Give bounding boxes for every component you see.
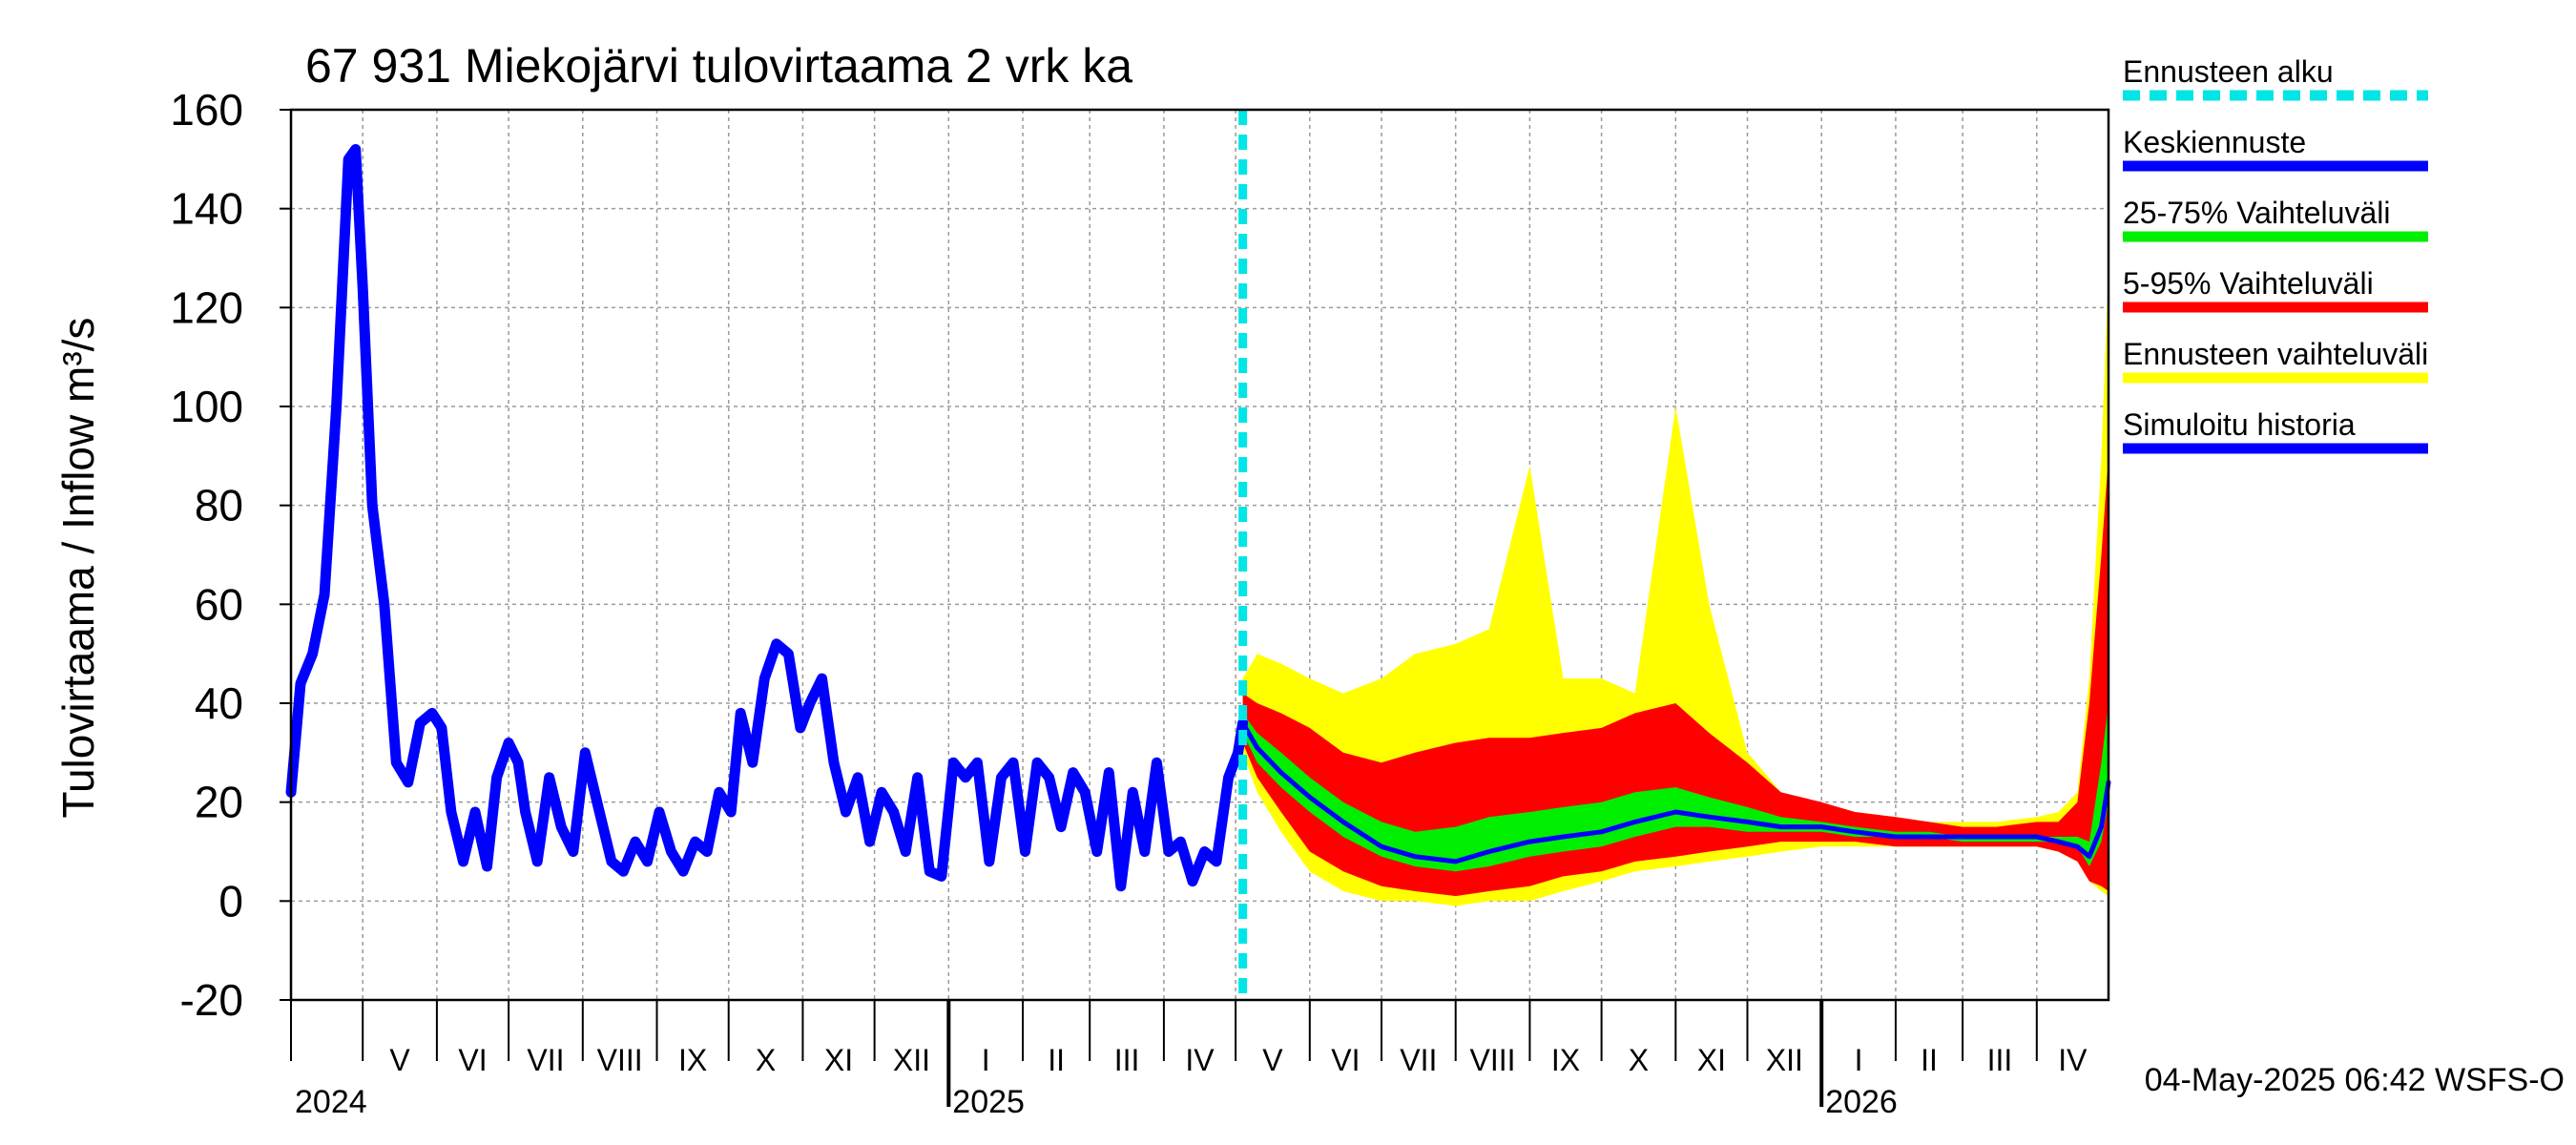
y-tick-label: 100 xyxy=(170,382,243,431)
series-line-history xyxy=(285,144,1249,892)
series-line-median xyxy=(1240,720,2111,864)
month-label: IX xyxy=(678,1043,707,1077)
plot-frame xyxy=(289,108,2110,1002)
legend-label: Ennusteen vaihteluväli xyxy=(2123,337,2428,371)
month-label: XI xyxy=(824,1043,853,1077)
month-label: V xyxy=(1262,1043,1283,1077)
month-label: V xyxy=(389,1043,410,1077)
legend-label: Simuloitu historia xyxy=(2123,407,2356,442)
month-label: VII xyxy=(527,1043,564,1077)
chart-title: 67 931 Miekojärvi tulovirtaama 2 vrk ka xyxy=(305,39,1132,93)
legend-label: 25-75% Vaihteluväli xyxy=(2123,196,2390,230)
y-axis: -20 0 20 40 60 80 100 120 140 160 xyxy=(170,85,291,1025)
month-label: X xyxy=(756,1043,776,1077)
timestamp-label: 04-May-2025 06:42 WSFS-O xyxy=(2145,1062,2565,1098)
y-tick-label: 40 xyxy=(195,678,243,728)
forecast-bands xyxy=(1242,267,2109,906)
band-25-75 xyxy=(1242,703,2109,872)
month-label: IX xyxy=(1551,1043,1580,1077)
y-tick-label: -20 xyxy=(180,975,243,1025)
y-tick-label: 140 xyxy=(170,184,243,234)
legend: Ennusteen alku Keskiennuste 25-75% Vaihtel… xyxy=(2123,54,2428,454)
month-label: II xyxy=(1921,1043,1938,1077)
month-label: II xyxy=(1048,1043,1065,1077)
month-label: XII xyxy=(893,1043,930,1077)
y-tick-label: 60 xyxy=(195,579,243,629)
band-5-95 xyxy=(1242,455,2109,897)
legend-label: Keskiennuste xyxy=(2123,125,2306,159)
y-tick-label: 80 xyxy=(195,481,243,531)
month-label: I xyxy=(982,1043,990,1077)
month-label: IV xyxy=(1185,1043,1215,1077)
month-label: XII xyxy=(1766,1043,1803,1077)
month-label: VI xyxy=(458,1043,487,1077)
y-tick-label: 0 xyxy=(218,876,243,926)
plot-border xyxy=(289,108,2110,1002)
legend-label: Ennusteen alku xyxy=(2123,54,2334,89)
month-label: VI xyxy=(1331,1043,1360,1077)
month-label: IV xyxy=(2058,1043,2088,1077)
y-tick-label: 160 xyxy=(170,85,243,135)
year-label: 2024 xyxy=(295,1084,367,1120)
month-label: VIII xyxy=(1470,1043,1516,1077)
legend-label: 5-95% Vaihteluväli xyxy=(2123,266,2374,301)
month-label: III xyxy=(1987,1043,2013,1077)
y-tick-label: 20 xyxy=(195,778,243,827)
y-axis-label: Tulovirtaama / Inflow m³/s xyxy=(53,318,103,819)
series-lines xyxy=(285,110,2111,1000)
month-label: X xyxy=(1629,1043,1649,1077)
month-label: I xyxy=(1855,1043,1863,1077)
year-label: 2025 xyxy=(952,1084,1025,1120)
x-axis: V VI VII VIII IX X XI XII I II III IV V VI VII VIII IX X X… xyxy=(290,1000,2088,1120)
month-label: III xyxy=(1114,1043,1140,1077)
month-label: VIII xyxy=(597,1043,643,1077)
month-label: XI xyxy=(1697,1043,1726,1077)
y-tick-label: 120 xyxy=(170,282,243,332)
year-label: 2026 xyxy=(1825,1084,1898,1120)
month-label: VII xyxy=(1400,1043,1437,1077)
